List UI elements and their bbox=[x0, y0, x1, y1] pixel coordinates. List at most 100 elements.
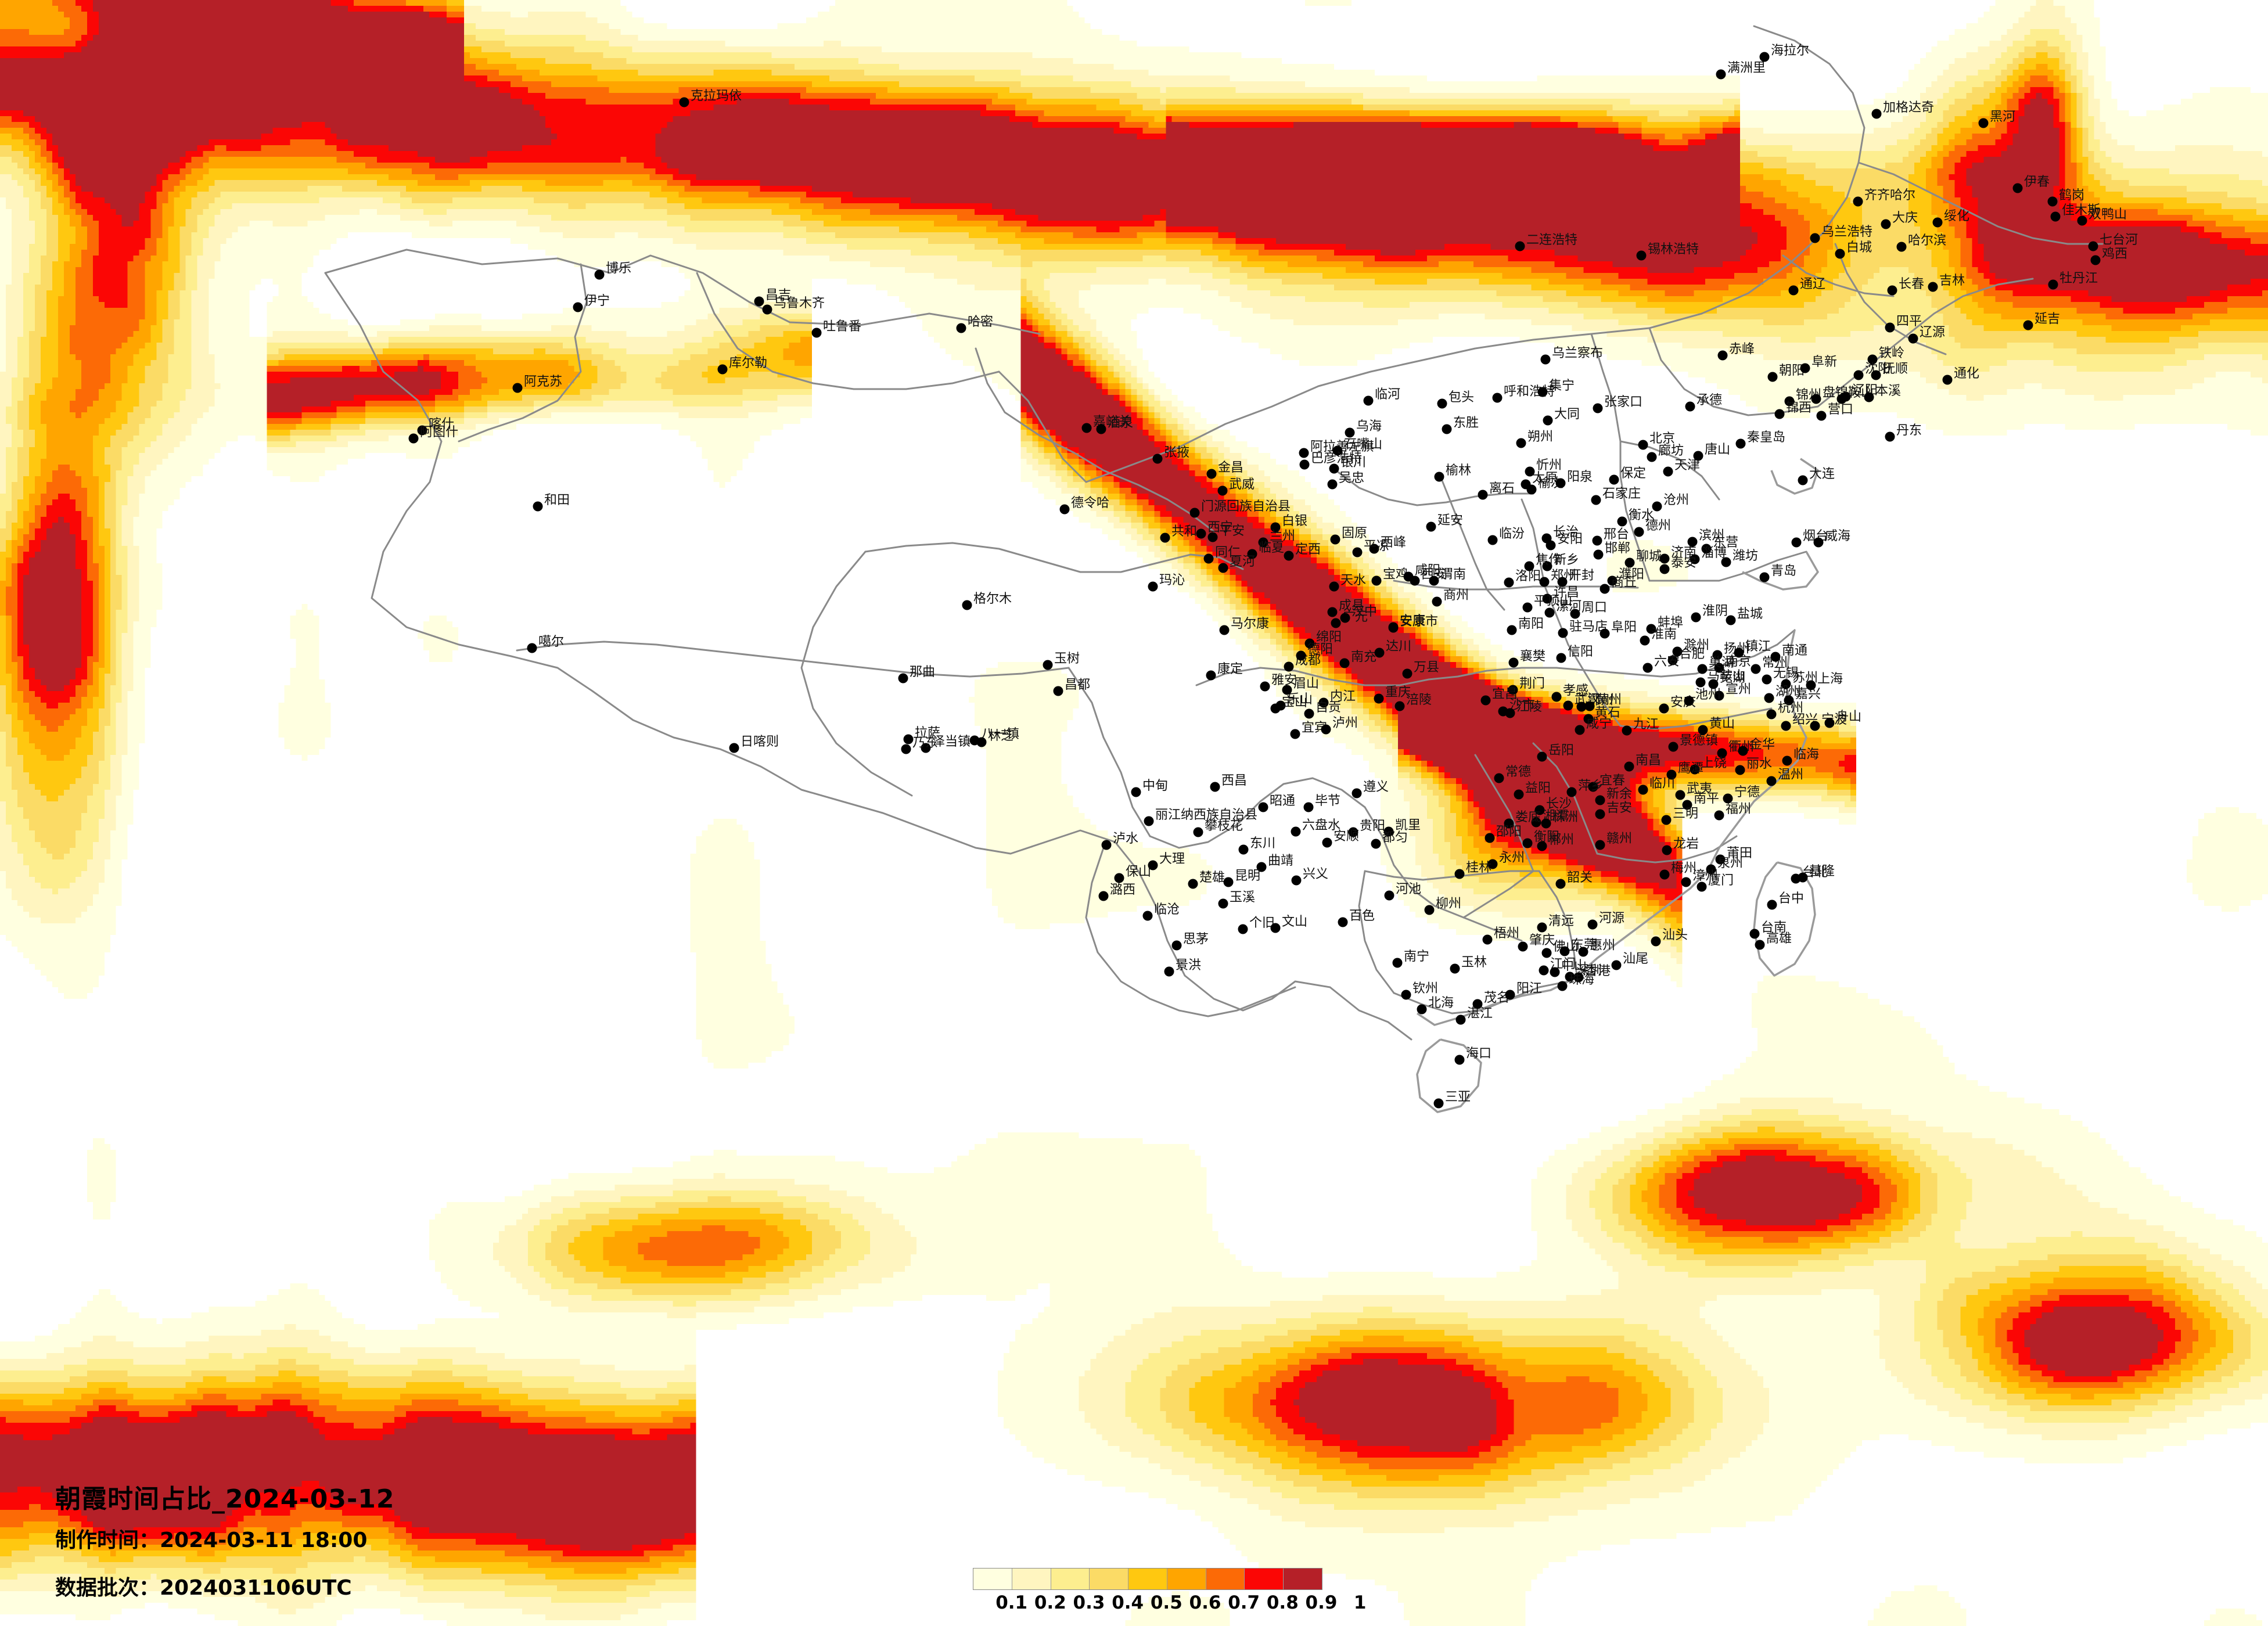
city-label: 咸阳 bbox=[1415, 563, 1441, 578]
city-label: 梧州 bbox=[1494, 926, 1520, 941]
city-label: 龙岩 bbox=[1673, 837, 1699, 851]
city-dot-icon bbox=[1219, 625, 1230, 635]
city-label: 定西 bbox=[1295, 542, 1321, 557]
city-dot-icon bbox=[1478, 490, 1488, 500]
city-label: 安阳 bbox=[1557, 532, 1583, 546]
colorbar-swatch-8 bbox=[1245, 1569, 1284, 1589]
city-dot-icon bbox=[1053, 686, 1063, 696]
city-label: 丽水 bbox=[1746, 757, 1773, 771]
colorbar-swatch-1 bbox=[973, 1569, 1012, 1589]
city-label: 吉安 bbox=[1606, 801, 1633, 815]
city-dot-icon bbox=[1659, 564, 1670, 574]
city-label: 西昌 bbox=[1221, 774, 1248, 788]
city-label: 上海 bbox=[1817, 672, 1843, 686]
city-dot-icon bbox=[1508, 657, 1519, 668]
city-label: 乃东 bbox=[912, 736, 939, 750]
city-dot-icon bbox=[1659, 703, 1669, 714]
city-label: 长沙 bbox=[1546, 797, 1572, 811]
city-label: 巴彦浩特 bbox=[1311, 451, 1363, 466]
city-label: 毕节 bbox=[1315, 794, 1341, 808]
city-label: 镇江 bbox=[1745, 639, 1771, 654]
city-label: 南京 bbox=[1726, 654, 1752, 669]
city-dot-icon bbox=[1371, 839, 1381, 849]
city-dot-icon bbox=[1487, 535, 1498, 545]
city-label: 萍乡 bbox=[1578, 779, 1604, 793]
city-label: 青岛 bbox=[1771, 564, 1797, 578]
city-dot-icon bbox=[1352, 788, 1362, 798]
city-label: 廊坊 bbox=[1658, 444, 1684, 458]
city-dot-icon bbox=[1774, 409, 1785, 419]
city-dot-icon bbox=[408, 433, 419, 444]
city-label: 滨州 bbox=[1699, 528, 1725, 543]
city-dot-icon bbox=[1514, 789, 1524, 800]
city-dot-icon bbox=[1881, 219, 1891, 229]
city-dot-icon bbox=[1600, 628, 1610, 639]
city-dot-icon bbox=[1708, 679, 1719, 689]
city-label: 兰州 bbox=[1270, 529, 1296, 544]
city-label: 岳阳 bbox=[1548, 743, 1575, 758]
city-dot-icon bbox=[1573, 972, 1584, 983]
city-label: 齐齐哈尔 bbox=[1864, 188, 1916, 203]
city-label: 西宁 bbox=[1207, 520, 1234, 535]
city-dot-icon bbox=[1329, 581, 1339, 592]
city-label: 商州 bbox=[1443, 588, 1469, 603]
city-dot-icon bbox=[1256, 862, 1267, 872]
city-dot-icon bbox=[1454, 1055, 1465, 1065]
city-label: 海口 bbox=[1466, 1046, 1492, 1061]
colorbar-legend: 0.1 0.2 0.3 0.4 0.5 0.6 0.7 0.8 0.9 1 bbox=[973, 1568, 1366, 1616]
city-dot-icon bbox=[1764, 693, 1774, 703]
city-label: 潍坊 bbox=[1733, 549, 1759, 563]
city-dot-icon bbox=[1537, 387, 1548, 397]
city-label: 孝感 bbox=[1563, 684, 1589, 698]
city-label: 贵阳 bbox=[1360, 819, 1386, 833]
city-dot-icon bbox=[1551, 692, 1562, 702]
city-dot-icon bbox=[1563, 700, 1573, 711]
colorbar-tick-label: 0.2 bbox=[1034, 1592, 1066, 1613]
city-dot-icon bbox=[1296, 650, 1306, 661]
city-dot-icon bbox=[1096, 424, 1106, 434]
city-label: 同仁 bbox=[1215, 545, 1241, 560]
city-dot-icon bbox=[1210, 782, 1220, 792]
city-label: 秦皇岛 bbox=[1747, 430, 1786, 445]
city-dot-icon bbox=[1148, 860, 1158, 870]
national-border bbox=[324, 249, 1412, 1041]
city-label: 永州 bbox=[1499, 851, 1525, 865]
city-label: 马鞍山 bbox=[1707, 669, 1746, 684]
city-label: 眉山 bbox=[1293, 677, 1320, 691]
city-dot-icon bbox=[1522, 602, 1533, 613]
city-dot-icon bbox=[1541, 818, 1551, 829]
city-label: 张掖 bbox=[1164, 445, 1190, 460]
city-label: 思茅 bbox=[1183, 932, 1209, 947]
city-label: 宣州 bbox=[1726, 682, 1752, 697]
city-label: 固原 bbox=[1342, 526, 1368, 541]
colorbar-tick-label: 0.6 bbox=[1189, 1592, 1221, 1613]
city-label: 无锡 bbox=[1773, 666, 1799, 681]
city-label: 海拉尔 bbox=[1771, 44, 1810, 58]
city-dot-icon bbox=[1646, 624, 1656, 634]
city-dot-icon bbox=[1454, 869, 1465, 879]
city-label: 丽江纳西族自治县 bbox=[1155, 808, 1258, 822]
city-label: 大连 bbox=[1809, 467, 1835, 481]
city-dot-icon bbox=[1327, 479, 1338, 490]
city-dot-icon bbox=[1684, 696, 1694, 706]
colorbar-tick-label: 0.4 bbox=[1112, 1592, 1144, 1613]
city-label: 漳州 bbox=[1692, 869, 1719, 883]
city-dot-icon bbox=[1770, 652, 1781, 662]
city-dot-icon bbox=[1522, 838, 1533, 848]
city-label: 四平 bbox=[1896, 314, 1922, 329]
city-dot-icon bbox=[1507, 625, 1517, 635]
city-label: 淄博 bbox=[1701, 546, 1727, 560]
city-label: 百色 bbox=[1349, 909, 1375, 923]
city-label: 北京 bbox=[1649, 431, 1676, 446]
city-label: 集宁 bbox=[1549, 379, 1575, 393]
city-label: 乌兰察布 bbox=[1552, 346, 1604, 361]
city-dot-icon bbox=[1188, 879, 1198, 889]
city-dot-icon bbox=[1607, 575, 1618, 586]
city-dot-icon bbox=[1721, 557, 1731, 567]
city-label: 保定 bbox=[1620, 466, 1647, 481]
city-dot-icon bbox=[1871, 370, 1881, 380]
city-label: 夏河 bbox=[1230, 555, 1256, 569]
city-label: 焦作 bbox=[1536, 553, 1562, 567]
city-label: 临夏 bbox=[1259, 541, 1285, 555]
colorbar-tick-label: 1 bbox=[1353, 1592, 1367, 1613]
